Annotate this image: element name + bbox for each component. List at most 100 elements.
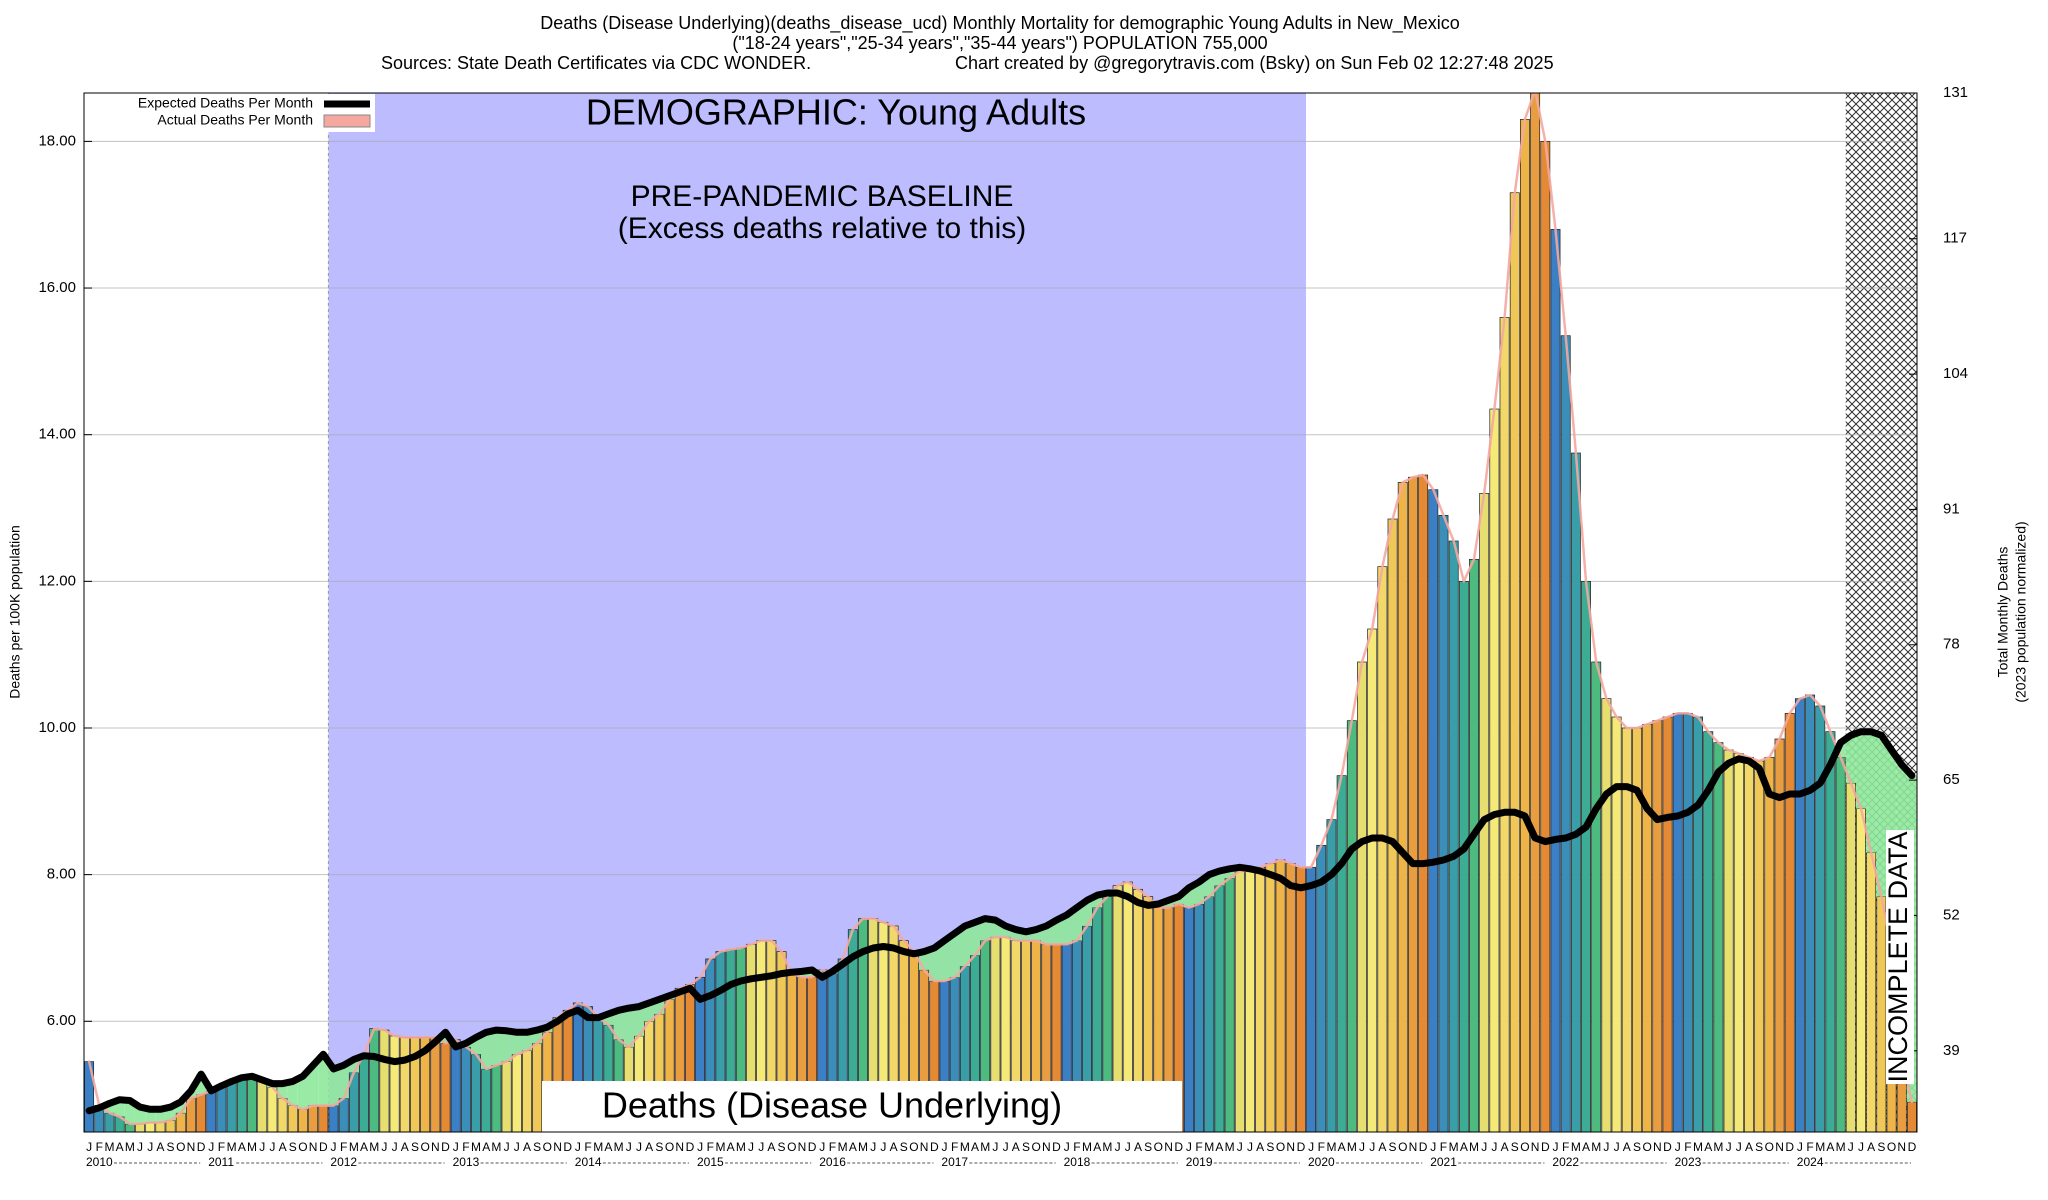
bar xyxy=(1835,756,1846,1132)
x-year-label: 2019 xyxy=(1186,1155,1213,1169)
shortfall xyxy=(104,1103,115,1113)
bar xyxy=(1764,756,1775,1132)
x-tick-label: N xyxy=(1286,1140,1295,1154)
x-tick-label: J xyxy=(1115,1140,1121,1154)
x-tick-label: J xyxy=(1726,1140,1732,1154)
x-tick-label: A xyxy=(1501,1140,1509,1154)
x-tick-label: O xyxy=(1154,1140,1163,1154)
x-tick-label: D xyxy=(441,1140,450,1154)
x-tick-label: F xyxy=(462,1140,469,1154)
bar xyxy=(460,1046,471,1132)
x-tick-label: J xyxy=(1552,1140,1558,1154)
x-tick-label: M xyxy=(1836,1140,1846,1154)
bar xyxy=(338,1097,349,1132)
x-tick-label: S xyxy=(411,1140,419,1154)
y2-tick-label: 104 xyxy=(1943,365,1968,382)
x-tick-label: N xyxy=(1042,1140,1051,1154)
annotation: PRE-PANDEMIC BASELINE xyxy=(631,180,1014,213)
x-tick-label: A xyxy=(1460,1140,1468,1154)
x-year-label: 2020 xyxy=(1308,1155,1335,1169)
y2-axis-label: (2023 population normalized) xyxy=(2013,521,2029,702)
shortfall xyxy=(613,1010,624,1040)
shortfall xyxy=(165,1107,176,1121)
x-tick-label: M xyxy=(593,1140,603,1154)
regions xyxy=(327,93,1917,1132)
bar xyxy=(1255,866,1266,1132)
bar xyxy=(1591,661,1602,1132)
x-year-label: 2023 xyxy=(1675,1155,1702,1169)
shortfall xyxy=(1031,929,1042,941)
shortfall xyxy=(511,1032,522,1055)
x-tick-label: J xyxy=(819,1140,825,1154)
x-tick-label: M xyxy=(1102,1140,1112,1154)
x-tick-label: M xyxy=(1469,1140,1479,1154)
x-year-label: 2024 xyxy=(1797,1155,1824,1169)
bar xyxy=(1499,317,1510,1132)
shortfall xyxy=(318,1054,329,1106)
x-tick-label: N xyxy=(675,1140,684,1154)
x-tick-label: O xyxy=(1520,1140,1529,1154)
x-tick-label: J xyxy=(86,1140,92,1154)
shortfall xyxy=(1866,731,1877,853)
x-tick-label: N xyxy=(1409,1140,1418,1154)
x-tick-label: D xyxy=(1052,1140,1061,1154)
bar xyxy=(450,1039,461,1132)
bar xyxy=(1906,1101,1917,1132)
x-tick-label: J xyxy=(636,1140,642,1154)
x-tick-label: M xyxy=(736,1140,746,1154)
shortfall xyxy=(623,1008,634,1047)
x-tick-label: A xyxy=(767,1140,775,1154)
bar xyxy=(501,1061,512,1132)
x-tick-label: O xyxy=(1765,1140,1774,1154)
shortfall xyxy=(1855,731,1867,809)
x-tick-label: A xyxy=(1093,1140,1101,1154)
x-tick-label: D xyxy=(1908,1140,1917,1154)
x-tick-label: J xyxy=(758,1140,764,1154)
x-tick-label: J xyxy=(748,1140,754,1154)
x-tick-label: O xyxy=(909,1140,918,1154)
shortfall xyxy=(1000,925,1011,937)
x-tick-label: F xyxy=(1562,1140,1569,1154)
y-tick-label: 16.00 xyxy=(38,279,76,296)
bar xyxy=(1397,482,1408,1132)
x-tick-label: N xyxy=(1897,1140,1906,1154)
x-tick-label: M xyxy=(1713,1140,1723,1154)
shortfall xyxy=(1193,881,1205,904)
y-axis-label: Deaths per 100K population xyxy=(7,525,23,699)
bar xyxy=(1856,808,1866,1132)
x-year-label: 2016 xyxy=(819,1155,846,1169)
x-tick-label: M xyxy=(227,1140,237,1154)
bar xyxy=(389,1035,400,1132)
y2-tick-label: 39 xyxy=(1943,1042,1960,1059)
legend-label: Actual Deaths Per Month xyxy=(157,112,313,128)
plot-frame xyxy=(83,92,1918,1133)
x-tick-label: N xyxy=(920,1140,929,1154)
x-tick-label: A xyxy=(890,1140,898,1154)
bar xyxy=(1265,863,1276,1132)
shortfall xyxy=(328,1068,339,1106)
bar xyxy=(1672,712,1683,1132)
x-tick-label: A xyxy=(1012,1140,1020,1154)
bar xyxy=(1825,731,1836,1132)
x-tick-label: J xyxy=(626,1140,632,1154)
shortfall xyxy=(644,1002,655,1022)
shortfall xyxy=(1020,931,1032,941)
x-tick-label: S xyxy=(167,1140,175,1154)
bar xyxy=(1336,775,1347,1132)
bar xyxy=(196,1094,207,1132)
shortfall xyxy=(348,1059,359,1073)
x-year-label: 2018 xyxy=(1064,1155,1091,1169)
x-tick-label: F xyxy=(1684,1140,1691,1154)
bar xyxy=(1295,866,1306,1132)
bar xyxy=(1479,492,1490,1132)
x-year-label: 2022 xyxy=(1552,1155,1579,1169)
shortfall xyxy=(491,1030,502,1066)
shortfall xyxy=(939,940,950,981)
x-tick-label: J xyxy=(870,1140,876,1154)
x-year-label: 2013 xyxy=(453,1155,480,1169)
bar xyxy=(1784,712,1795,1132)
x-tick-label: A xyxy=(727,1140,735,1154)
bar xyxy=(1866,852,1877,1132)
x-tick-label: A xyxy=(604,1140,612,1154)
x-tick-label: A xyxy=(645,1140,653,1154)
